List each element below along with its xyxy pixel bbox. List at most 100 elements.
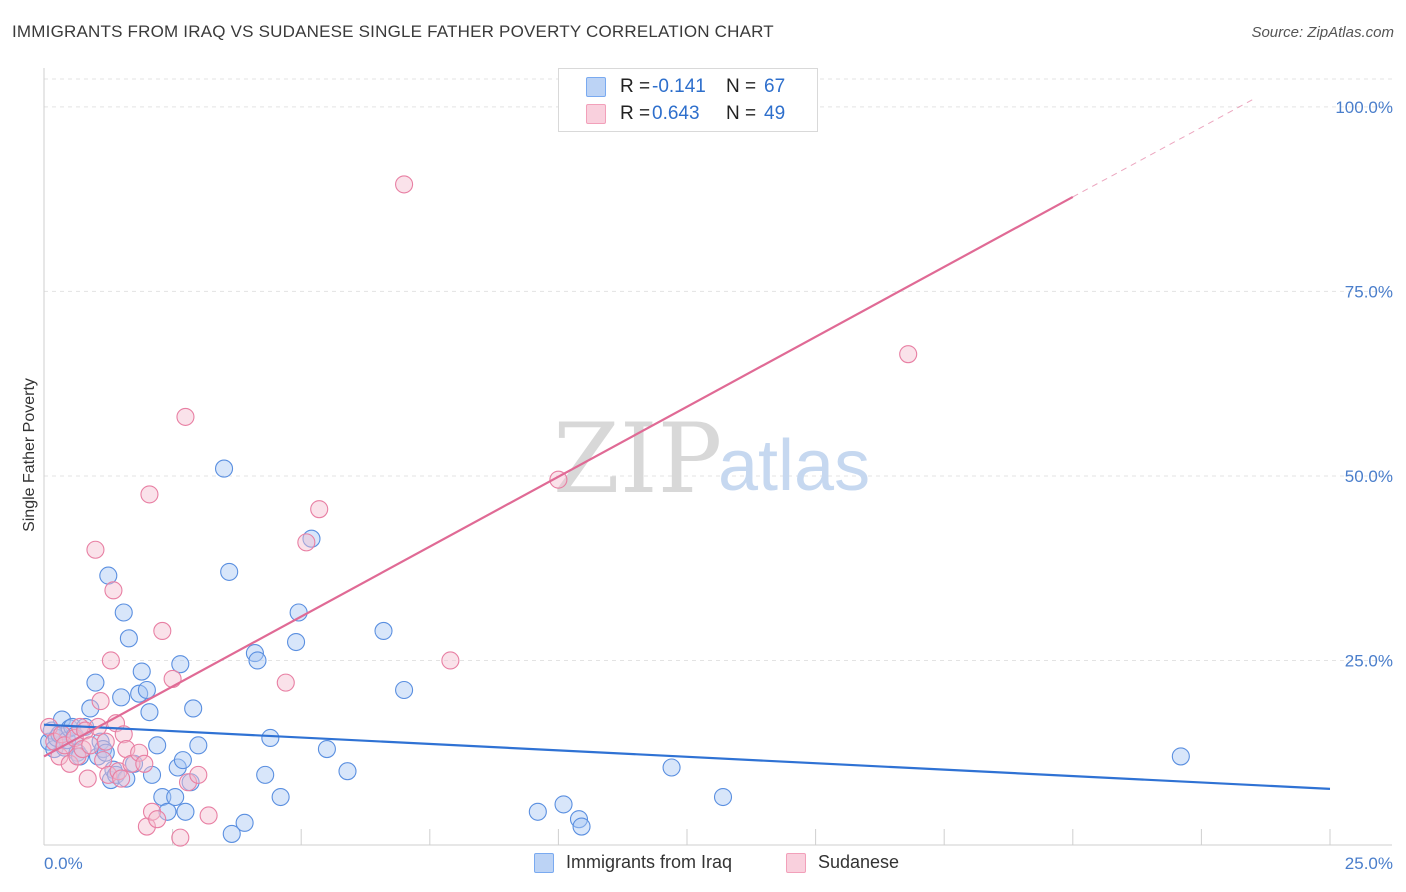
iraq-point <box>137 680 156 700</box>
iraq-point <box>235 813 254 832</box>
sudanese-point <box>81 736 100 755</box>
iraq-point <box>81 699 100 718</box>
sudanese-point <box>176 407 195 426</box>
sudanese-point <box>441 651 460 670</box>
tick-labels: 25.0% 50.0% 75.0% 100.0% 0.0% 25.0% <box>44 98 1393 873</box>
iraq-point <box>119 629 138 648</box>
chart-title: IMMIGRANTS FROM IRAQ VS SUDANESE SINGLE … <box>12 22 774 41</box>
iraq-point <box>222 824 241 843</box>
iraq-point <box>132 662 151 681</box>
sudanese-point <box>140 485 159 504</box>
iraq-point <box>176 802 195 821</box>
series-legend: Immigrants from Iraq Sudanese <box>0 852 1406 876</box>
iraq-point <box>166 787 185 807</box>
iraq-point <box>114 603 133 622</box>
sudanese-point <box>276 673 295 692</box>
series-sudanese-points <box>40 175 918 847</box>
legend-swatch-iraq <box>534 852 554 873</box>
watermark-zip: ZIP <box>553 403 722 515</box>
iraq-point <box>184 699 203 718</box>
sudanese-point <box>199 806 218 825</box>
axes <box>43 68 1392 846</box>
sudanese-point <box>153 621 172 641</box>
legend-label-iraq: Immigrants from Iraq <box>566 852 733 872</box>
sudanese-point <box>178 773 198 792</box>
iraq-point <box>569 810 589 829</box>
iraq-point <box>245 644 264 663</box>
legend-swatch-iraq <box>586 77 606 97</box>
legend-row-iraq: R = -0.141 N = 67 <box>559 74 785 100</box>
legend-r-value: -0.141 <box>652 76 706 97</box>
watermark: ZIP atlas <box>553 403 870 515</box>
sudanese-point <box>91 692 110 711</box>
iraq-point <box>189 736 208 755</box>
legend-r-value: 0.643 <box>652 103 700 124</box>
y-axis-title: Single Father Poverty <box>21 378 38 532</box>
iraq-point <box>713 787 733 807</box>
iraq-point <box>374 621 393 641</box>
legend-n-value: 49 <box>764 103 786 124</box>
iraq-point <box>112 688 131 707</box>
iraq-point <box>148 736 167 755</box>
iraq-point <box>158 802 177 821</box>
x-tick-label: 25.0% <box>1345 854 1393 873</box>
legend-n-value: 67 <box>764 76 786 97</box>
iraq-point <box>261 728 280 748</box>
sudanese-point <box>112 769 131 788</box>
iraq-point <box>287 632 306 652</box>
legend-row-sudanese: R = 0.643 N = 49 <box>559 101 785 127</box>
iraq-point <box>248 651 267 670</box>
y-tick-label: 25.0% <box>1345 651 1393 670</box>
sudanese-point <box>899 345 918 364</box>
sudanese-point <box>395 175 414 194</box>
iraq-point <box>256 765 275 784</box>
iraq-point <box>572 817 591 836</box>
legend: R = -0.141 N = 67 R = 0.643 N = 49 <box>558 68 818 132</box>
legend-item-sudanese[interactable]: Sudanese <box>786 852 899 873</box>
iraq-point <box>338 762 357 781</box>
iraq-trend-line <box>43 723 1331 791</box>
iraq-point <box>1171 747 1190 766</box>
iraq-point <box>173 751 192 770</box>
sudanese-point <box>135 754 154 773</box>
iraq-point <box>554 795 573 814</box>
legend-item-iraq[interactable]: Immigrants from Iraq <box>534 852 732 873</box>
sudanese-point <box>171 828 190 847</box>
iraq-point <box>317 739 336 759</box>
legend-n-label: N = <box>726 103 757 124</box>
legend-swatch-sudanese <box>786 852 806 873</box>
x-tick-label: 0.0% <box>44 854 83 873</box>
sudanese-point <box>86 540 105 559</box>
sudanese-point <box>297 533 316 552</box>
sudanese-point <box>189 765 208 784</box>
sudanese-trend-extension <box>1072 99 1254 198</box>
watermark-atlas: atlas <box>718 426 870 506</box>
iraq-point <box>662 758 681 777</box>
sudanese-point <box>114 725 133 744</box>
sudanese-point <box>104 581 123 600</box>
iraq-point <box>220 562 239 581</box>
y-tick-label: 75.0% <box>1345 282 1393 301</box>
iraq-point <box>271 787 290 807</box>
sudanese-point <box>60 754 79 773</box>
iraq-point <box>214 459 234 478</box>
sudanese-point <box>163 669 182 688</box>
iraq-point <box>140 703 159 722</box>
sudanese-point <box>148 810 167 829</box>
legend-r-label: R = <box>620 76 651 97</box>
sudanese-point <box>78 769 97 788</box>
y-tick-label: 100.0% <box>1335 98 1393 117</box>
iraq-point <box>528 802 547 821</box>
sudanese-point <box>310 500 329 519</box>
sudanese-trend-line <box>43 195 1074 758</box>
legend-label-sudanese: Sudanese <box>818 852 900 872</box>
source-label: Source: ZipAtlas.com <box>1251 24 1394 41</box>
sudanese-point <box>96 732 115 751</box>
iraq-point <box>395 680 414 700</box>
grid-lines <box>44 78 1392 661</box>
y-tick-label: 50.0% <box>1345 467 1393 486</box>
sudanese-point <box>101 651 120 670</box>
legend-r-label: R = <box>620 103 651 124</box>
trend-lines <box>43 99 1331 791</box>
